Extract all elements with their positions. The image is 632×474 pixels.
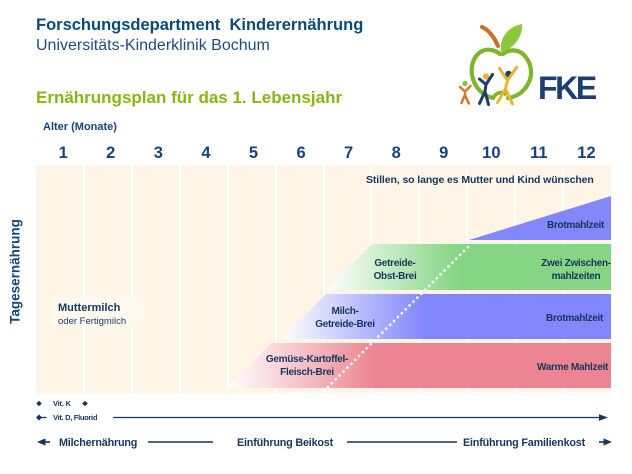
svg-text:FKE: FKE: [538, 70, 597, 106]
svg-text:Einführung Beikost: Einführung Beikost: [237, 437, 334, 449]
svg-text:Milchernährung: Milchernährung: [59, 437, 137, 449]
svg-text:Einführung Familienkost: Einführung Familienkost: [463, 437, 586, 449]
svg-text:Vit. K: Vit. K: [53, 399, 72, 408]
svg-text:Vit. D, Fluorid: Vit. D, Fluorid: [53, 413, 98, 422]
